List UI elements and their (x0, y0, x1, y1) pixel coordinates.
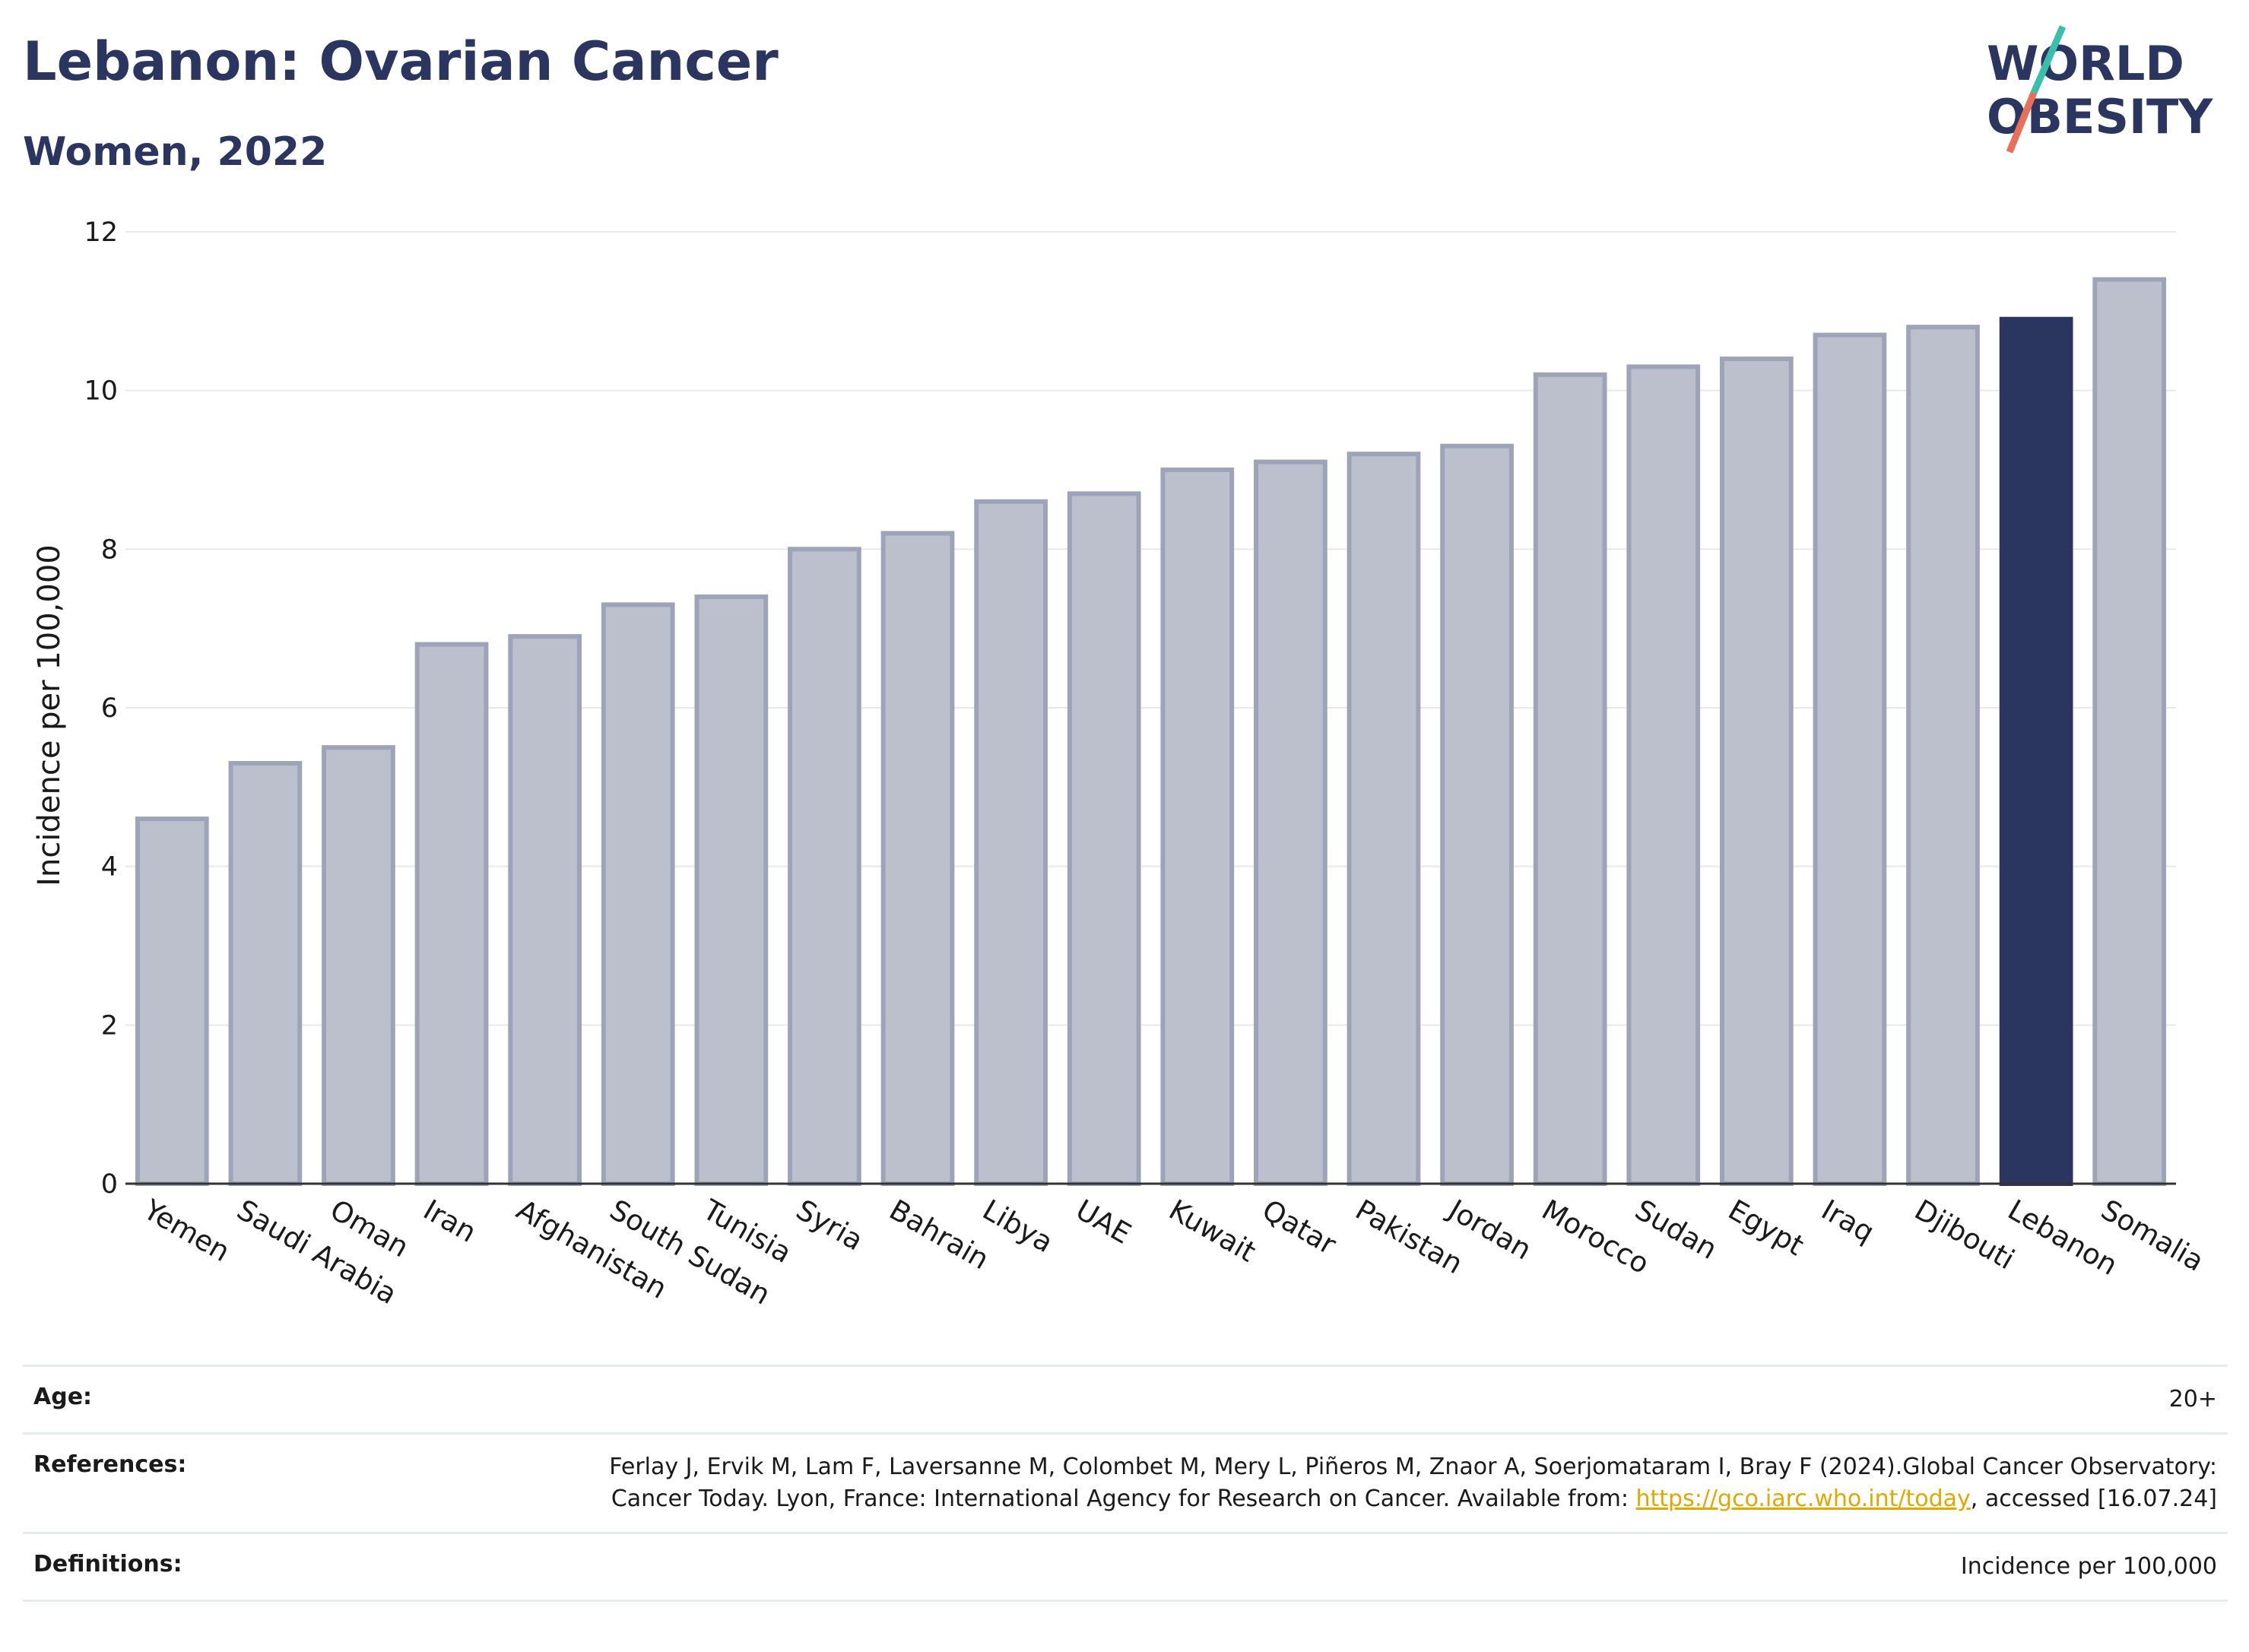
references-value: Ferlay J, Ervik M, Lam F, Laversanne M, … (582, 1451, 2217, 1515)
y-tick-label: 8 (101, 534, 118, 565)
definitions-value: Incidence per 100,000 (1960, 1553, 2217, 1580)
bar-djibouti (1906, 325, 1980, 1187)
bar-uae (1067, 491, 1141, 1186)
bar-qatar (1254, 459, 1328, 1186)
y-tick-label: 6 (101, 693, 118, 724)
bar-oman (322, 745, 395, 1186)
bar-yemen (135, 816, 209, 1186)
x-tick-label: Iran (418, 1194, 482, 1249)
age-label: Age: (33, 1384, 93, 1410)
references-text: Ferlay J, Ervik M, Lam F, Laversanne M, … (609, 1454, 2217, 1512)
references-link[interactable]: https://gco.iarc.who.int/today (1635, 1486, 1971, 1512)
bar-iraq (1813, 332, 1887, 1187)
x-tick-label: UAE (1071, 1194, 1137, 1251)
bar-egypt (1719, 356, 1794, 1186)
y-axis-title: Incidence per 100,000 (32, 544, 67, 886)
bar-south-sudan (601, 602, 675, 1186)
x-tick-label: Djibouti (1909, 1194, 2020, 1276)
x-tick-label: Pakistan (1350, 1194, 1468, 1281)
definitions-label: Definitions: (33, 1551, 182, 1577)
bar-afghanistan (508, 634, 582, 1186)
x-tick-label: Yemen (138, 1193, 236, 1268)
bar-kuwait (1160, 468, 1235, 1186)
logo-slash-bottom (2006, 91, 2038, 154)
bar-sudan (1626, 364, 1701, 1186)
x-tick-label: Iraq (1816, 1194, 1879, 1249)
x-tick-label: Egypt (1723, 1194, 1810, 1263)
y-tick-label: 2 (101, 1010, 118, 1041)
y-tick-label: 0 (101, 1169, 118, 1200)
y-tick-label: 12 (84, 217, 118, 248)
x-tick-label: Syria (791, 1194, 869, 1257)
bar-tunisia (694, 594, 769, 1186)
bar-libya (974, 499, 1048, 1186)
x-tick-label: Saudi Arabia (231, 1194, 402, 1311)
bar-jordan (1440, 443, 1514, 1186)
y-tick-label: 10 (84, 376, 118, 407)
age-value: 20+ (2168, 1386, 2217, 1413)
y-axis-ticks: 0 2 4 6 8 10 12 (84, 217, 118, 1200)
definitions-row: Definitions: Incidence per 100,000 (23, 1532, 2228, 1602)
x-tick-label: Morocco (1537, 1194, 1655, 1281)
bar-lebanon (1999, 316, 2073, 1186)
bar-syria (788, 547, 861, 1186)
references-accessed: , accessed [16.07.24] (1970, 1486, 2217, 1512)
bar-bahrain (880, 531, 955, 1186)
world-obesity-logo: WORLD OBESITY (1987, 25, 2213, 154)
y-tick-label: 4 (101, 852, 118, 883)
bar-somalia (2092, 277, 2167, 1187)
bars (135, 277, 2167, 1187)
references-label: References: (33, 1451, 187, 1478)
info-table: Age: 20+ References: Ferlay J, Ervik M, … (23, 1365, 2228, 1602)
logo-line-1: WORLD (1987, 36, 2184, 91)
references-row: References: Ferlay J, Ervik M, Lam F, La… (23, 1432, 2228, 1532)
bar-morocco (1533, 372, 1607, 1186)
bar-iran (414, 642, 489, 1186)
bar-saudi-arabia (228, 761, 303, 1186)
bar-pakistan (1347, 452, 1421, 1186)
age-row: Age: 20+ (23, 1365, 2228, 1432)
page-subtitle: Women, 2022 (23, 129, 328, 175)
logo-slash-top (2030, 25, 2067, 94)
page-title: Lebanon: Ovarian Cancer (23, 30, 779, 93)
x-tick-label: Kuwait (1163, 1194, 1261, 1269)
x-tick-label: Bahrain (884, 1194, 994, 1276)
x-tick-label: Qatar (1257, 1194, 1342, 1262)
